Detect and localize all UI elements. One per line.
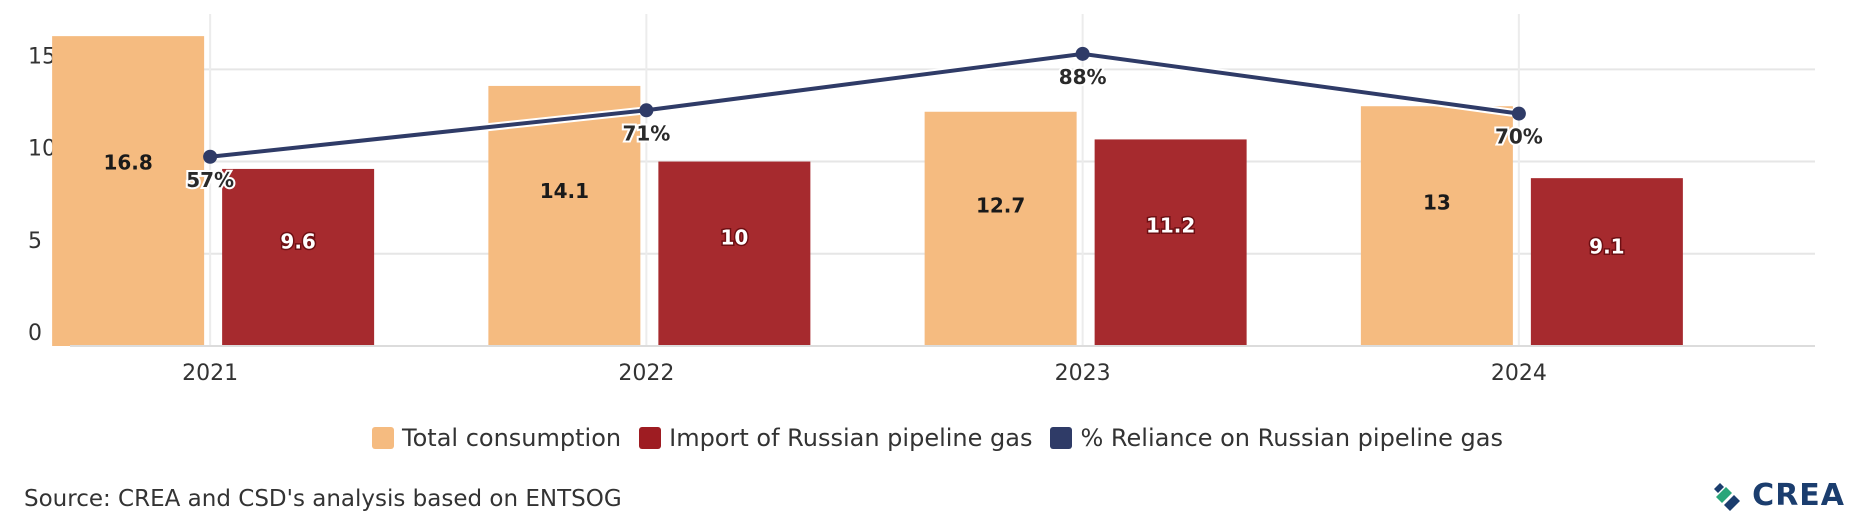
data-label-import: 9.6 xyxy=(280,230,315,254)
data-label-total: 13 xyxy=(1423,190,1451,214)
bar-total-consumption xyxy=(488,85,641,346)
reliance-label: 57% xyxy=(186,168,234,192)
bar-import-russian-gas xyxy=(1530,178,1683,346)
y-tick-label: 15 xyxy=(28,44,56,69)
x-tick-label: 2021 xyxy=(182,361,238,386)
y-tick-label: 10 xyxy=(28,137,56,162)
bar-total-consumption xyxy=(924,111,1077,346)
bar-total-consumption xyxy=(1360,106,1513,346)
x-tick-label: 2024 xyxy=(1491,361,1547,386)
data-label-import: 9.1 xyxy=(1589,235,1624,259)
legend-swatch-total xyxy=(372,427,395,449)
source-note: Source: CREA and CSD's analysis based on… xyxy=(24,486,622,512)
x-tick-label: 2022 xyxy=(618,361,674,386)
legend-item-reliance[interactable]: % Reliance on Russian pipeline gas xyxy=(1050,424,1503,452)
reliance-point xyxy=(1075,46,1090,61)
legend-label-total: Total consumption xyxy=(402,424,622,452)
reliance-point xyxy=(639,103,654,118)
legend-item-import[interactable]: Import of Russian pipeline gas xyxy=(639,424,1032,452)
bar-import-russian-gas xyxy=(658,161,811,346)
data-label-total: 16.8 xyxy=(103,150,152,174)
crea-logo-text: CREA xyxy=(1752,478,1845,513)
legend-label-import: Import of Russian pipeline gas xyxy=(669,424,1033,452)
legend-item-total-consumption[interactable]: Total consumption xyxy=(372,424,621,452)
reliance-point xyxy=(203,149,218,164)
data-label-import: 10 xyxy=(720,226,748,250)
legend-swatch-reliance xyxy=(1050,427,1073,449)
bar-import-russian-gas xyxy=(222,168,375,346)
y-tick-label: 0 xyxy=(28,321,42,346)
bar-total-consumption xyxy=(52,36,205,347)
reliance-point xyxy=(1511,106,1526,121)
chart-svg: 0 5 10 15 16.8 9.6 2021 14.1 10 2022 12.7 11.2 2023 1… xyxy=(28,14,1815,386)
crea-logo-icon xyxy=(1714,482,1741,511)
chart-legend: Total consumption Import of Russian pipe… xyxy=(0,424,1875,452)
reliance-label: 70% xyxy=(1495,125,1543,149)
data-label-total: 14.1 xyxy=(540,179,589,203)
data-label-total: 12.7 xyxy=(976,193,1025,217)
reliance-label: 88% xyxy=(1059,65,1107,89)
legend-label-reliance: % Reliance on Russian pipeline gas xyxy=(1080,424,1503,452)
reliance-line xyxy=(209,51,1520,159)
x-tick-label: 2023 xyxy=(1055,361,1111,386)
data-label-import: 11.2 xyxy=(1146,213,1195,237)
crea-logo: CREA xyxy=(1712,478,1845,513)
bar-import-russian-gas xyxy=(1094,139,1247,346)
reliance-label: 71% xyxy=(622,121,670,145)
legend-swatch-import xyxy=(639,427,662,449)
y-tick-label: 5 xyxy=(28,229,42,254)
